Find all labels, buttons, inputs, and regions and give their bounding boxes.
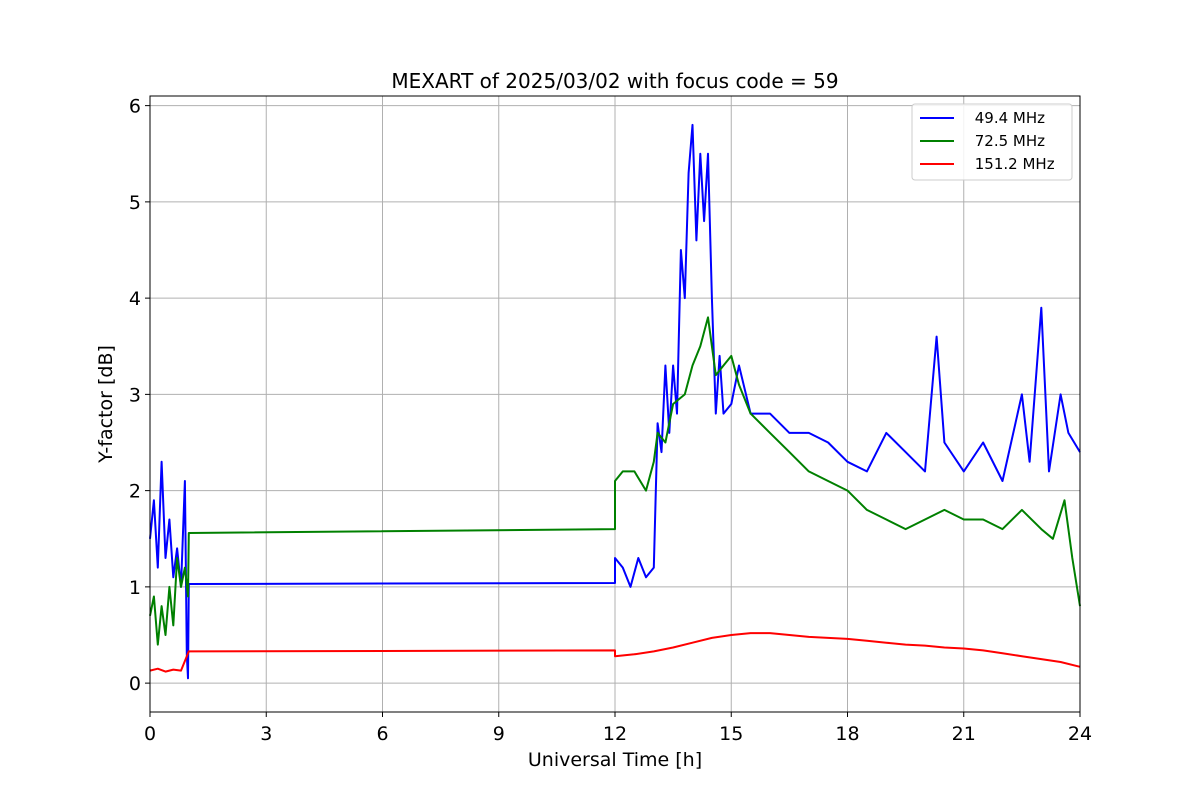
y-axis-label: Y-factor [dB] — [95, 345, 117, 464]
chart-title: MEXART of 2025/03/02 with focus code = 5… — [391, 69, 838, 93]
y-tick-label: 4 — [129, 288, 141, 310]
y-tick-label: 0 — [129, 673, 141, 695]
y-tick-label: 2 — [129, 481, 141, 503]
x-tick-label: 3 — [260, 723, 272, 745]
y-tick-label: 3 — [129, 384, 141, 406]
y-tick-label: 6 — [129, 96, 141, 118]
x-tick-label: 12 — [603, 723, 627, 745]
x-tick-label: 6 — [376, 723, 388, 745]
x-tick-label: 0 — [144, 723, 156, 745]
x-tick-label: 15 — [719, 723, 743, 745]
legend-entry-label: 151.2 MHz — [970, 155, 1055, 173]
legend: 49.4 MHz 72.5 MHz 151.2 MHz — [911, 103, 1073, 181]
x-tick-label: 24 — [1068, 723, 1092, 745]
legend-entry-label: 49.4 MHz — [970, 109, 1045, 127]
series-line-3 — [149, 632, 1081, 673]
series-line-2 — [149, 316, 1081, 646]
legend-box — [911, 103, 1073, 181]
y-tick-label: 5 — [129, 192, 141, 214]
legend-entry-label: 72.5 MHz — [970, 132, 1045, 150]
x-tick-label: 21 — [952, 723, 976, 745]
x-axis-label: Universal Time [h] — [528, 749, 702, 771]
x-tick-label: 9 — [493, 723, 505, 745]
y-tick-label: 1 — [129, 577, 141, 599]
x-tick-label: 18 — [835, 723, 859, 745]
series-group — [149, 123, 1081, 680]
